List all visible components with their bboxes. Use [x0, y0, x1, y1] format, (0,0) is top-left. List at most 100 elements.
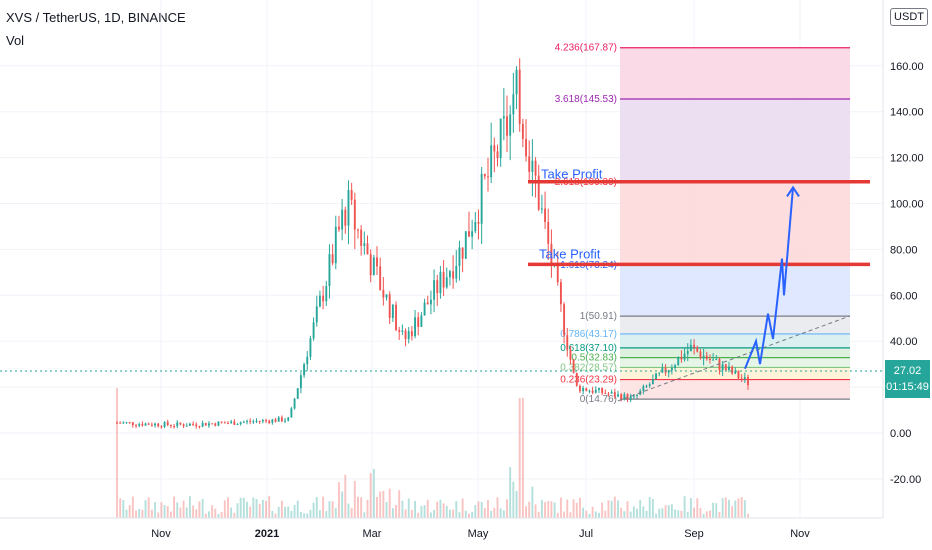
volume-bar: [242, 497, 245, 518]
candle-body: [712, 359, 715, 361]
candle-body: [223, 422, 226, 424]
volume-bar: [299, 512, 302, 518]
candle-body: [382, 289, 385, 298]
candle-body: [547, 222, 550, 244]
volume-bar: [709, 510, 711, 518]
volume-indicator-label[interactable]: Vol: [6, 33, 25, 48]
volume-bar: [734, 500, 737, 518]
volume-bar: [680, 510, 683, 518]
candle-body: [461, 247, 464, 259]
volume-bar: [696, 498, 699, 518]
candle-body: [477, 222, 480, 224]
candle-body: [670, 367, 673, 371]
candle-body: [452, 271, 455, 279]
volume-bar: [410, 509, 413, 518]
volume-bar: [372, 469, 375, 518]
volume-bar: [737, 498, 740, 518]
candle-body: [594, 389, 597, 393]
candle-body: [290, 408, 293, 418]
volume-bar: [499, 508, 502, 518]
volume-bar: [150, 509, 153, 518]
candle-body: [471, 231, 474, 237]
volume-bar: [699, 508, 702, 518]
volume-bar: [537, 511, 540, 518]
candle-body: [385, 294, 388, 298]
y-tick-label: 140.00: [890, 107, 924, 119]
volume-bar: [274, 513, 277, 518]
candle-body: [715, 359, 718, 361]
candle-body: [198, 426, 201, 428]
volume-bar: [255, 499, 258, 518]
volume-bar: [395, 505, 397, 518]
volume-bar: [166, 506, 169, 518]
volume-bar: [125, 509, 128, 518]
volume-bar: [629, 511, 632, 518]
candle-body: [464, 231, 467, 259]
volume-bar: [575, 502, 578, 518]
x-tick-label: May: [468, 528, 489, 540]
volume-bar: [157, 512, 160, 518]
candle-body: [617, 394, 619, 397]
volume-bar: [490, 510, 493, 518]
fib-level-label: 3.618(145.53): [555, 94, 617, 105]
annotation-overlays: Take Profit Take Profit: [0, 166, 883, 402]
candle-body: [480, 173, 483, 224]
y-tick-label: 60.00: [890, 290, 918, 302]
candle-body: [569, 349, 572, 360]
volume-bar: [388, 488, 391, 518]
volume-bar: [553, 502, 556, 518]
volume-bar: [318, 510, 321, 518]
currency-button[interactable]: USDT: [890, 8, 928, 26]
candle-body: [743, 377, 746, 379]
candle-body: [591, 390, 594, 393]
candle-body: [642, 386, 645, 391]
volume-bar: [458, 512, 461, 518]
candle-body: [737, 370, 740, 379]
volume-bar: [385, 502, 388, 518]
candlesticks: [116, 58, 749, 429]
candle-body: [550, 243, 553, 266]
candle-body: [728, 366, 730, 371]
candle-body: [426, 302, 429, 305]
candle-body: [328, 254, 331, 286]
volume-bar: [667, 505, 670, 518]
volume-bar: [487, 500, 489, 518]
candle-body: [585, 388, 588, 391]
candle-body: [734, 370, 737, 374]
candle-body: [315, 306, 318, 323]
candle-body: [357, 229, 359, 231]
volume-bar: [344, 474, 347, 518]
volume-bar: [236, 503, 239, 518]
candle-body: [512, 94, 515, 115]
candle-body: [299, 375, 302, 389]
volume-bar: [217, 513, 220, 518]
candle-body: [274, 419, 277, 422]
y-tick-label: -20.00: [890, 474, 921, 486]
candle-body: [277, 417, 280, 422]
volume-bar: [601, 502, 604, 518]
candle-body: [442, 272, 445, 288]
candle-body: [131, 422, 134, 426]
candle-body: [610, 392, 613, 394]
volume-bar: [188, 496, 191, 518]
volume-bar: [334, 507, 337, 518]
volume-bar: [135, 510, 137, 518]
volume-bar: [610, 500, 613, 518]
candle-body: [303, 364, 306, 376]
volume-bar: [506, 499, 508, 518]
candle-body: [645, 385, 648, 387]
volume-bar: [521, 398, 524, 518]
candle-body: [455, 265, 458, 279]
volume-bar: [648, 497, 651, 518]
candle-body: [236, 424, 239, 426]
volume-bar: [169, 511, 172, 518]
candle-body: [632, 395, 635, 397]
x-tick-label: Nov: [790, 528, 810, 540]
candle-body: [604, 392, 607, 394]
volume-bar: [284, 506, 287, 518]
volume-bar: [740, 497, 743, 518]
candle-body: [401, 330, 404, 332]
candle-body: [613, 392, 616, 397]
candle-body: [525, 138, 527, 157]
